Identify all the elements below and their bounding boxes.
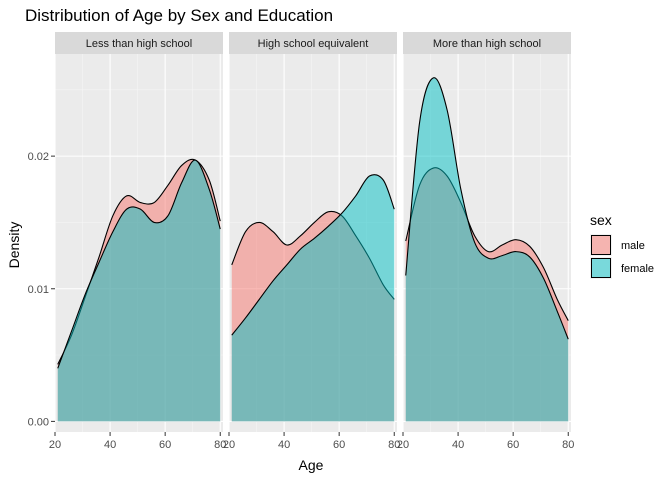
density-area-female [57,160,221,422]
legend-key-male [590,234,612,256]
x-tick-label: 20 [397,439,409,451]
y-axis-title: Density [6,222,22,269]
y-axis: 0.00 0.01 0.02 [28,151,55,428]
facet-strip-label: Less than high school [86,38,192,50]
x-tick-label: 40 [104,439,116,451]
y-tick-label: 0.02 [28,151,49,163]
density-area-female [405,77,569,422]
x-tick-label: 40 [278,439,290,451]
facet-strip-label: More than high school [433,38,541,50]
x-tick-label: 60 [333,439,345,451]
facet-panel: High school equivalent 20 40 60 80 [223,32,400,451]
x-tick-label: 80 [562,439,574,451]
x-tick-label: 20 [49,439,61,451]
facet-strip [55,32,223,54]
density-line-female [231,174,395,336]
density-line-female [405,77,569,340]
facet-panel: Less than high school 20 40 60 80 [49,32,226,451]
facet-strip-label: High school equivalent [258,38,369,50]
x-axis-title: Age [299,457,324,473]
y-tick-label: 0.01 [28,284,49,296]
density-area-female [231,174,395,422]
facet-panel: More than high school 20 40 60 80 [397,32,574,451]
density-line-female [57,159,221,369]
x-tick-label: 60 [507,439,519,451]
x-tick-label: 80 [214,439,226,451]
legend-label: male [621,240,645,252]
x-tick-label: 20 [223,439,235,451]
x-tick-label: 60 [159,439,171,451]
legend-title: sex [590,212,612,228]
legend-swatch [591,258,611,278]
legend-swatch [591,235,611,255]
legend-key-female [590,257,612,279]
legend-label: female [621,263,654,275]
x-tick-label: 40 [452,439,464,451]
x-tick-label: 80 [388,439,400,451]
facet-strip [229,32,397,54]
chart-title: Distribution of Age by Sex and Education [25,6,333,25]
facet-strip [403,32,571,54]
y-tick-label: 0.00 [28,416,49,428]
legend: sex male female [590,212,654,279]
